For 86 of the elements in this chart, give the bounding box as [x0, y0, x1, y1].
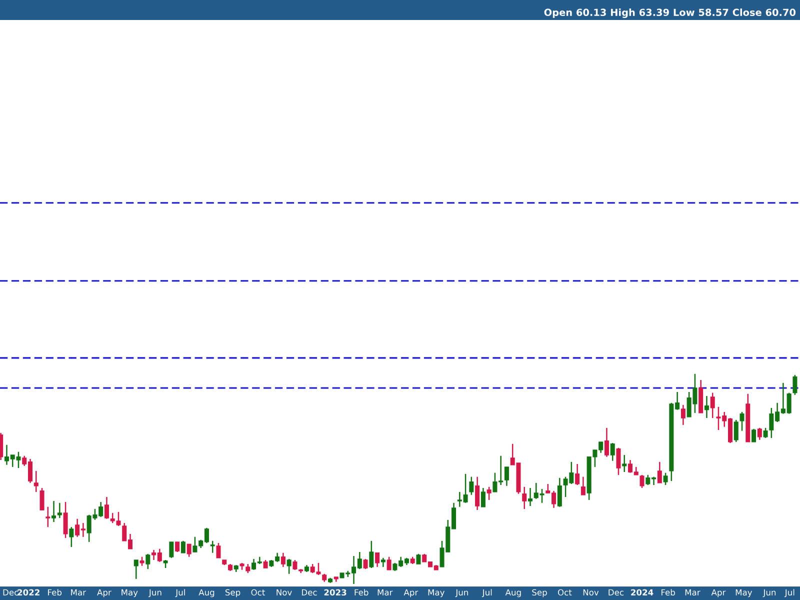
candlestick — [557, 477, 562, 508]
x-tick-label: Jul — [175, 589, 185, 598]
x-tick-label: Apr — [404, 589, 418, 598]
x-tick-label: 2023 — [324, 589, 346, 596]
candlestick — [280, 552, 286, 568]
candlestick — [63, 501, 68, 539]
x-tick-label: Dec — [302, 589, 317, 596]
candlestick — [169, 541, 174, 559]
x-tick-label: Jul — [784, 589, 794, 598]
candlestick — [180, 540, 186, 554]
text: Open 60.13 High 63.39 Low 58.57 Close 60.70 — [544, 8, 796, 18]
candlestick — [34, 470, 38, 493]
candlestick — [416, 553, 421, 565]
candlestick — [504, 466, 509, 486]
x-tick-label: Jun — [455, 589, 468, 598]
x-tick-label: Oct — [251, 589, 265, 596]
candlestick — [186, 543, 192, 558]
candlestick — [640, 474, 644, 489]
x-tick-label: May — [428, 589, 444, 598]
candlestick — [369, 540, 374, 569]
x-tick-label: May — [736, 589, 752, 598]
x-tick-label: Feb — [354, 589, 368, 596]
candlestick — [734, 419, 738, 443]
x-tick-label: Nov — [583, 589, 599, 596]
candlestick — [292, 559, 298, 571]
candlestick — [610, 442, 615, 462]
x-tick-label: Aug — [198, 589, 214, 598]
candlestick — [763, 427, 768, 439]
x-tick-label: Jul — [482, 589, 492, 598]
candlestick — [616, 447, 621, 476]
x-tick-label: Mar — [378, 589, 393, 596]
candlestick — [757, 427, 762, 440]
candlestick — [40, 487, 44, 511]
x-tick-label: Dec — [3, 589, 18, 596]
x-tick-label: Apr — [97, 589, 112, 598]
candlestick — [580, 476, 586, 496]
candlestick — [363, 558, 368, 570]
candlestick — [704, 395, 709, 419]
candlestick — [146, 553, 150, 570]
candlestick — [752, 428, 756, 443]
x-tick-label: Apr — [711, 589, 726, 598]
candlestick — [663, 472, 668, 486]
candlestick — [475, 476, 480, 511]
candlestick — [286, 558, 292, 574]
candlestick — [46, 506, 50, 528]
x-tick-label: Jun — [148, 589, 162, 598]
candlestick — [622, 454, 627, 473]
x-tick-label: Sep — [225, 589, 240, 598]
x-tick-label: Aug — [505, 589, 521, 598]
candlestick — [69, 526, 74, 548]
candlestick — [710, 392, 715, 419]
x-tick-label: Nov — [276, 589, 292, 596]
candlestick — [134, 559, 138, 580]
x-tick-label: 2022 — [18, 589, 40, 596]
candlestick — [140, 556, 144, 567]
candlestick — [210, 540, 215, 554]
candlestick — [380, 557, 386, 568]
x-tick-label: Mar — [71, 589, 86, 596]
candlestick — [469, 476, 474, 496]
candlestick — [575, 463, 580, 486]
candlestick — [480, 487, 486, 508]
candlestick — [680, 404, 686, 426]
x-tick-label: May — [122, 589, 138, 598]
x-tick-label: Jun — [762, 589, 776, 598]
x-tick-label: Dec — [608, 589, 624, 596]
candlestick — [657, 461, 662, 484]
candlestick — [604, 427, 609, 458]
candlestick — [246, 563, 250, 574]
candlestick — [386, 556, 392, 571]
candlestick — [486, 486, 492, 501]
candlestick — [57, 502, 62, 519]
x-tick-label: Oct — [558, 589, 572, 596]
candlestick — [104, 496, 109, 520]
candlestick — [175, 541, 180, 553]
x-tick-label: Feb — [48, 589, 62, 596]
candlestick — [522, 486, 527, 510]
candlestick — [740, 411, 744, 432]
x-tick-label: Sep — [532, 589, 547, 598]
x-tick-label: Mar — [685, 589, 700, 596]
x-tick-label: Feb — [662, 589, 675, 596]
candlestick — [52, 500, 56, 523]
candlestick — [792, 374, 798, 396]
candlestick — [528, 487, 533, 507]
candlestick — [375, 552, 380, 568]
x-tick-label: 2024 — [631, 589, 654, 596]
candlestick — [216, 542, 221, 559]
